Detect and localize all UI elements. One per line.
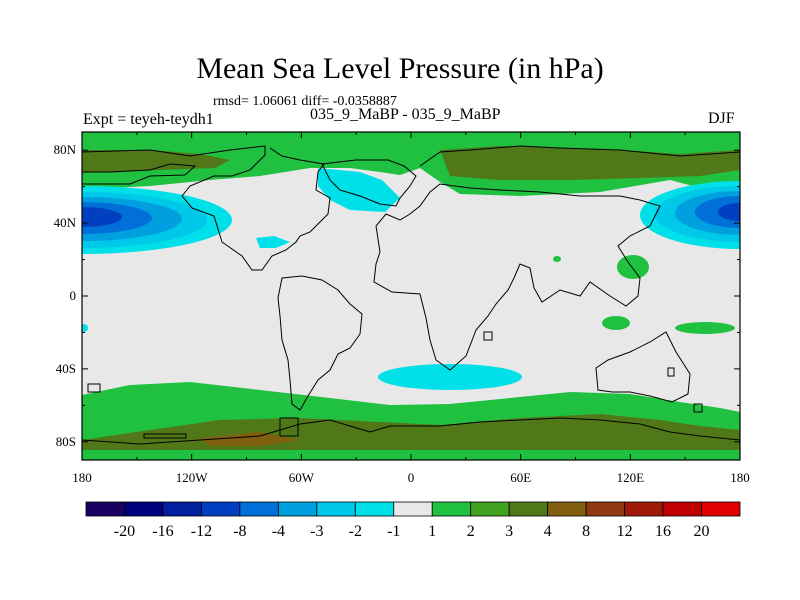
colorbar-label: -16 [152, 523, 173, 540]
x-tick-label: 120W [176, 470, 209, 485]
colorbar-label: 12 [617, 523, 633, 540]
colorbar: -20 -16 -12 -8 -4 -3 -2 -1 1 2 3 4 8 12 16 20 [85, 501, 741, 540]
coast-north-america [82, 145, 331, 271]
x-tick-label: 180 [72, 470, 92, 485]
colorbar-label: 4 [544, 523, 552, 540]
colorbar-box [316, 501, 356, 517]
southern-ocean-negative-region [378, 364, 522, 390]
colorbar-label: -12 [191, 523, 212, 540]
x-tick-label: 60E [510, 470, 531, 485]
colorbar-label: 3 [505, 523, 513, 540]
colorbar-label: 1 [428, 523, 436, 540]
small-negative-patch [256, 236, 290, 248]
x-tick-label: 180 [730, 470, 750, 485]
x-tick-label: 0 [408, 470, 415, 485]
colorbar-label: 2 [467, 523, 475, 540]
pressure-field [82, 132, 740, 460]
y-tick-label: 40S [56, 361, 76, 376]
colorbar-label: 20 [694, 523, 710, 540]
y-tick-label: 0 [70, 288, 77, 303]
north-pacific-low-east [640, 181, 740, 249]
colorbar-box [124, 501, 164, 517]
y-tick-label: 80S [56, 434, 76, 449]
coast-small-west [87, 383, 101, 393]
colorbar-label: -8 [233, 523, 246, 540]
pacific-positive-patch [675, 322, 735, 334]
tiny-negative-patch [82, 324, 88, 332]
colorbar-box [162, 501, 202, 517]
tiny-positive-patch [553, 256, 561, 262]
colorbar-label: -20 [114, 523, 135, 540]
season-label: DJF [708, 110, 735, 127]
antarctic-stronger-patch [200, 432, 300, 446]
colorbar-box [85, 501, 125, 517]
colorbar-box [701, 501, 741, 517]
colorbar-box [393, 501, 433, 517]
coast-australia [595, 331, 691, 403]
colorbar-label: -2 [349, 523, 362, 540]
colorbar-box [547, 501, 587, 517]
greenland-negative-region [318, 168, 400, 212]
coast-antarctica [82, 417, 740, 445]
colorbar-box [662, 501, 702, 517]
coast-antarctic-inlet [143, 417, 299, 439]
colorbar-label: 16 [655, 523, 671, 540]
x-tick-label: 60W [289, 470, 315, 485]
colorbar-box [508, 501, 549, 517]
coast-pacific-islands [483, 331, 703, 413]
x-tick-label: 120E [617, 470, 645, 485]
colorbar-label: -1 [387, 523, 400, 540]
north-pacific-low-west [82, 186, 232, 254]
colorbar-label: 8 [582, 523, 590, 540]
colorbar-box [277, 501, 318, 517]
coast-south-america [277, 275, 363, 411]
experiment-label: Expt = teyeh-teydh1 [83, 111, 214, 128]
colorbar-box [354, 501, 395, 517]
colorbar-box [201, 501, 241, 517]
coast-greenland [321, 159, 417, 207]
coast-eurasia-africa [373, 183, 661, 371]
axes: 180 120W 60W 0 60E 120E 180 80N 40N 0 40S 80S [54, 132, 750, 485]
colorbar-box [470, 501, 510, 517]
colorbar-label: -4 [272, 523, 285, 540]
chart-title: Mean Sea Level Pressure (in hPa) [196, 52, 604, 85]
indian-ocean-positive-patch [602, 316, 630, 330]
coastlines [82, 145, 740, 445]
runs-label: 035_9_MaBP - 035_9_MaBP [310, 106, 501, 123]
colorbar-box [585, 501, 625, 517]
asia-positive-patch [617, 255, 649, 279]
colorbar-box [239, 501, 279, 517]
colorbar-box [431, 501, 472, 517]
coast-canadian-islands [82, 163, 197, 185]
coast-europe-north [419, 145, 740, 167]
colorbar-label: -3 [310, 523, 323, 540]
y-tick-label: 40N [54, 215, 77, 230]
colorbar-box [624, 501, 664, 517]
stats-label: rmsd= 1.06061 diff= -0.0358887 [213, 94, 397, 109]
y-tick-label: 80N [54, 142, 77, 157]
